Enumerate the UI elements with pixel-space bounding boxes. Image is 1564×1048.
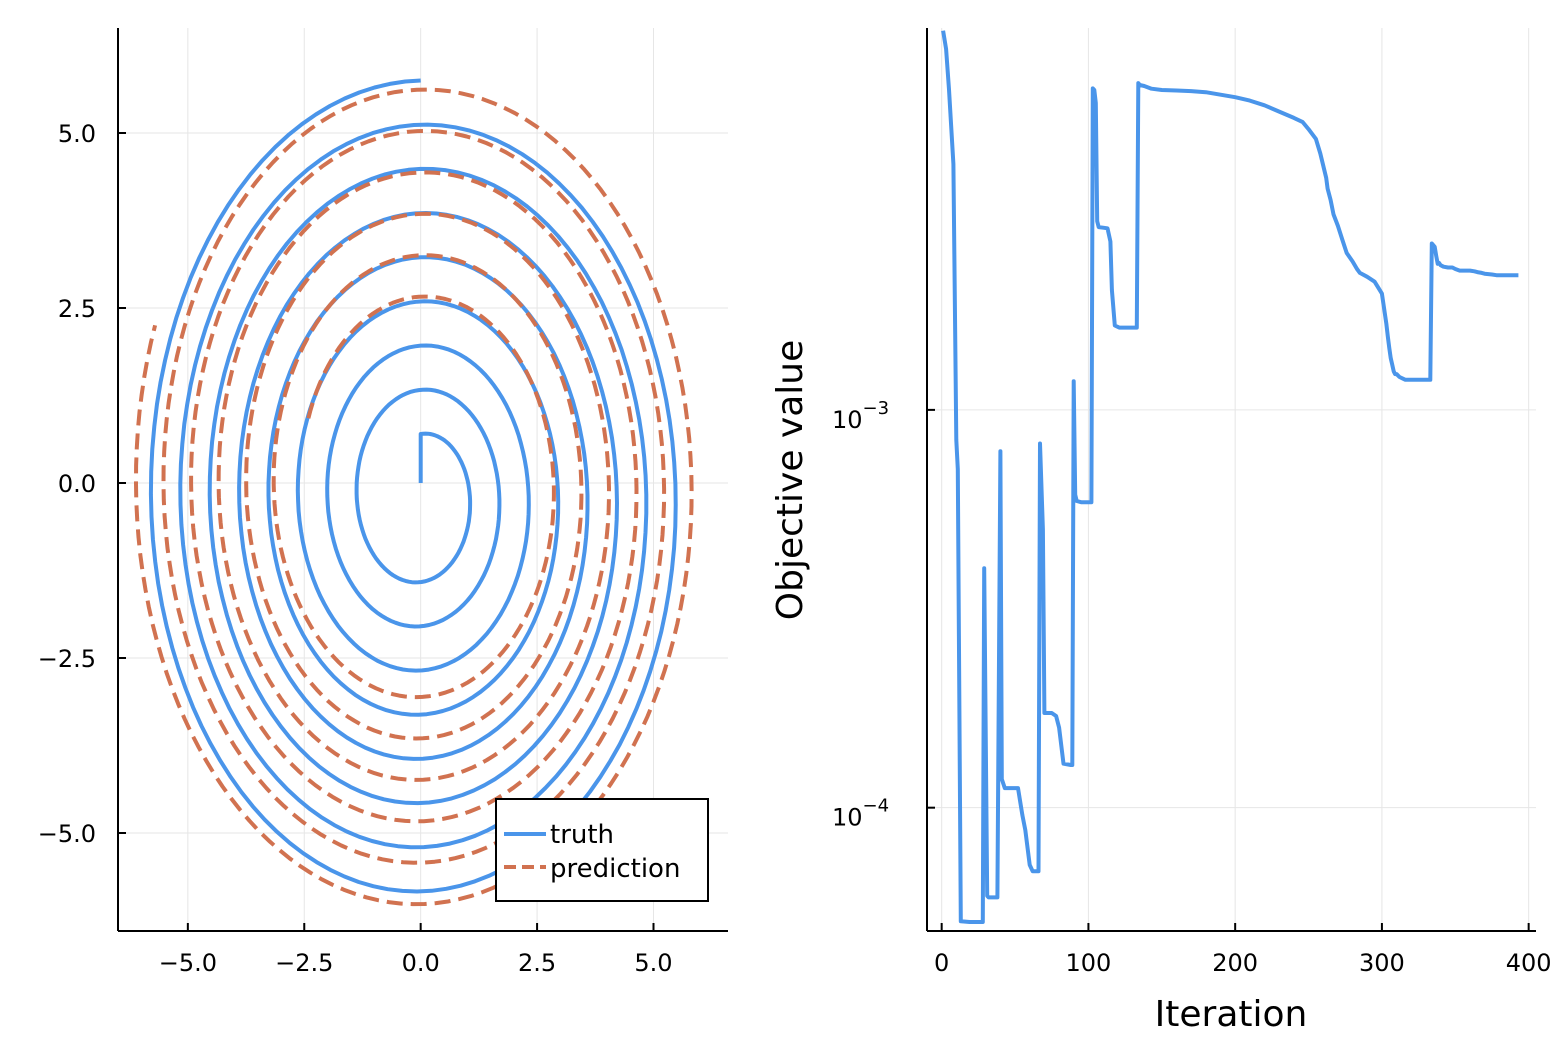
series-prediction [134,87,694,907]
phase-plot-y-tick-label: −5.0 [38,820,96,848]
objective-plot-x-tick-label: 0 [934,949,949,977]
phase-plot-y-tick-label: 0.0 [58,470,96,498]
objective-plot-x-tick-label: 400 [1506,949,1552,977]
legend-box [495,798,709,902]
phase-plot-series [134,78,694,907]
phase-plot-y-tick-label: −2.5 [38,645,96,673]
phase-plot-x-tick-label: −5.0 [159,949,217,977]
legend: truth prediction [495,798,709,902]
objective-plot-y-tick-label: 10−3 [832,398,889,434]
objective-plot-x-tick-label: 200 [1212,949,1258,977]
phase-plot: −5.0 −2.5 0.0 2.5 5.0 5.0 2.5 0.0 −2.5 −5.0 truth… [38,28,728,977]
phase-plot-y-tick-label: 5.0 [58,120,96,148]
x-axis-label: Iteration [1155,994,1308,1035]
series-truth [148,78,678,894]
objective-plot-grid [927,28,1536,931]
phase-plot-x-tick-label: 2.5 [518,949,556,977]
phase-plot-x-tick-label: 0.0 [402,949,440,977]
phase-plot-ticks: −5.0 −2.5 0.0 2.5 5.0 5.0 2.5 0.0 −2.5 −5.0 [38,120,673,977]
y-axis-label: Objective value [770,340,811,620]
legend-prediction-label: prediction [550,854,680,884]
objective-plot-ticks: 0 100 200 300 400 10−3 10−4 [832,398,1552,977]
legend-truth-label: truth [550,820,614,850]
objective-plot-x-tick-label: 100 [1066,949,1112,977]
phase-plot-y-tick-label: 2.5 [58,295,96,323]
objective-plot-series [941,30,1519,924]
objective-plot: 0 100 200 300 400 10−3 10−4 Iteration Objectiv… [770,28,1552,1035]
objective-plot-x-tick-label: 300 [1359,949,1405,977]
objective-plot-y-tick-label: 10−4 [832,796,889,832]
phase-plot-x-tick-label: 5.0 [634,949,672,977]
phase-plot-x-tick-label: −2.5 [275,949,333,977]
series-objective [941,30,1519,924]
